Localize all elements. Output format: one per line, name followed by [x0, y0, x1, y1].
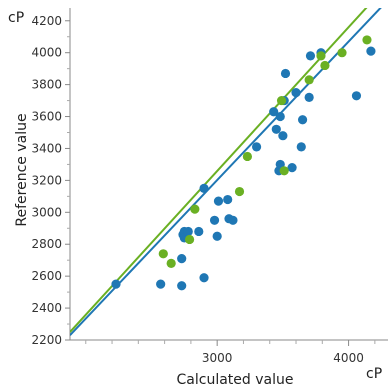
y-tick-label: 3600	[31, 110, 62, 124]
regression-line	[70, 8, 368, 333]
data-point	[194, 226, 204, 237]
y-tick-label: 3000	[31, 205, 62, 219]
data-point	[304, 92, 314, 102]
data-point	[177, 281, 187, 291]
data-point	[184, 234, 195, 245]
data-point	[337, 48, 347, 58]
data-points	[111, 35, 376, 291]
data-point	[296, 142, 306, 152]
data-point	[199, 273, 209, 283]
data-point	[234, 186, 245, 197]
data-point	[276, 95, 287, 106]
data-point	[183, 226, 193, 237]
plot-area	[69, 8, 388, 341]
data-point	[223, 194, 233, 205]
data-point	[158, 249, 168, 259]
y-tick-label: 3800	[31, 78, 62, 92]
data-point	[269, 107, 279, 117]
data-point	[209, 215, 220, 225]
data-point	[366, 46, 376, 56]
y-tick-label: 2600	[31, 269, 62, 283]
data-point	[287, 163, 297, 173]
data-point	[111, 279, 121, 289]
data-point	[275, 111, 285, 122]
data-point	[362, 35, 372, 45]
data-point	[251, 142, 262, 152]
y-tick-label: 2200	[31, 333, 62, 347]
data-point	[305, 51, 316, 61]
y-tick-label: 3400	[31, 141, 62, 155]
data-point	[242, 151, 252, 162]
x-axis-title: Calculated value	[177, 372, 294, 388]
y-tick-label: 2400	[31, 301, 62, 315]
y-tick-label: 3200	[31, 173, 62, 187]
data-point	[316, 51, 326, 61]
data-point	[297, 115, 308, 125]
x-tick-label: 4000	[333, 351, 364, 365]
y-tick-label: 4200	[31, 14, 62, 28]
x-axis-ticks: 3000 4000	[85, 340, 376, 365]
y-axis-title: Reference value	[14, 113, 30, 226]
data-point	[278, 131, 288, 141]
data-point	[304, 75, 314, 85]
y-tick-label: 2800	[31, 237, 62, 251]
y-tick-label: 4000	[31, 46, 62, 60]
data-point	[156, 279, 166, 289]
data-point	[177, 253, 187, 264]
regression-line	[70, 8, 382, 336]
data-point	[212, 231, 222, 241]
y-axis-unit: cP	[8, 10, 24, 26]
data-point	[190, 204, 200, 214]
x-axis-unit: cP	[366, 366, 382, 382]
data-point	[228, 215, 238, 225]
data-point	[291, 87, 301, 98]
data-point	[166, 258, 176, 268]
regression-lines	[70, 8, 382, 336]
data-point	[351, 91, 362, 101]
x-tick-label: 3000	[202, 351, 233, 365]
data-point	[320, 60, 330, 71]
data-point	[199, 183, 209, 193]
data-point	[280, 68, 291, 79]
data-point	[213, 196, 224, 206]
y-axis-ticks: 2200 2400 2600 2800 3000 3200 3400 3600 3800 4000…	[31, 14, 70, 347]
data-point	[271, 124, 281, 134]
data-point	[279, 166, 289, 176]
